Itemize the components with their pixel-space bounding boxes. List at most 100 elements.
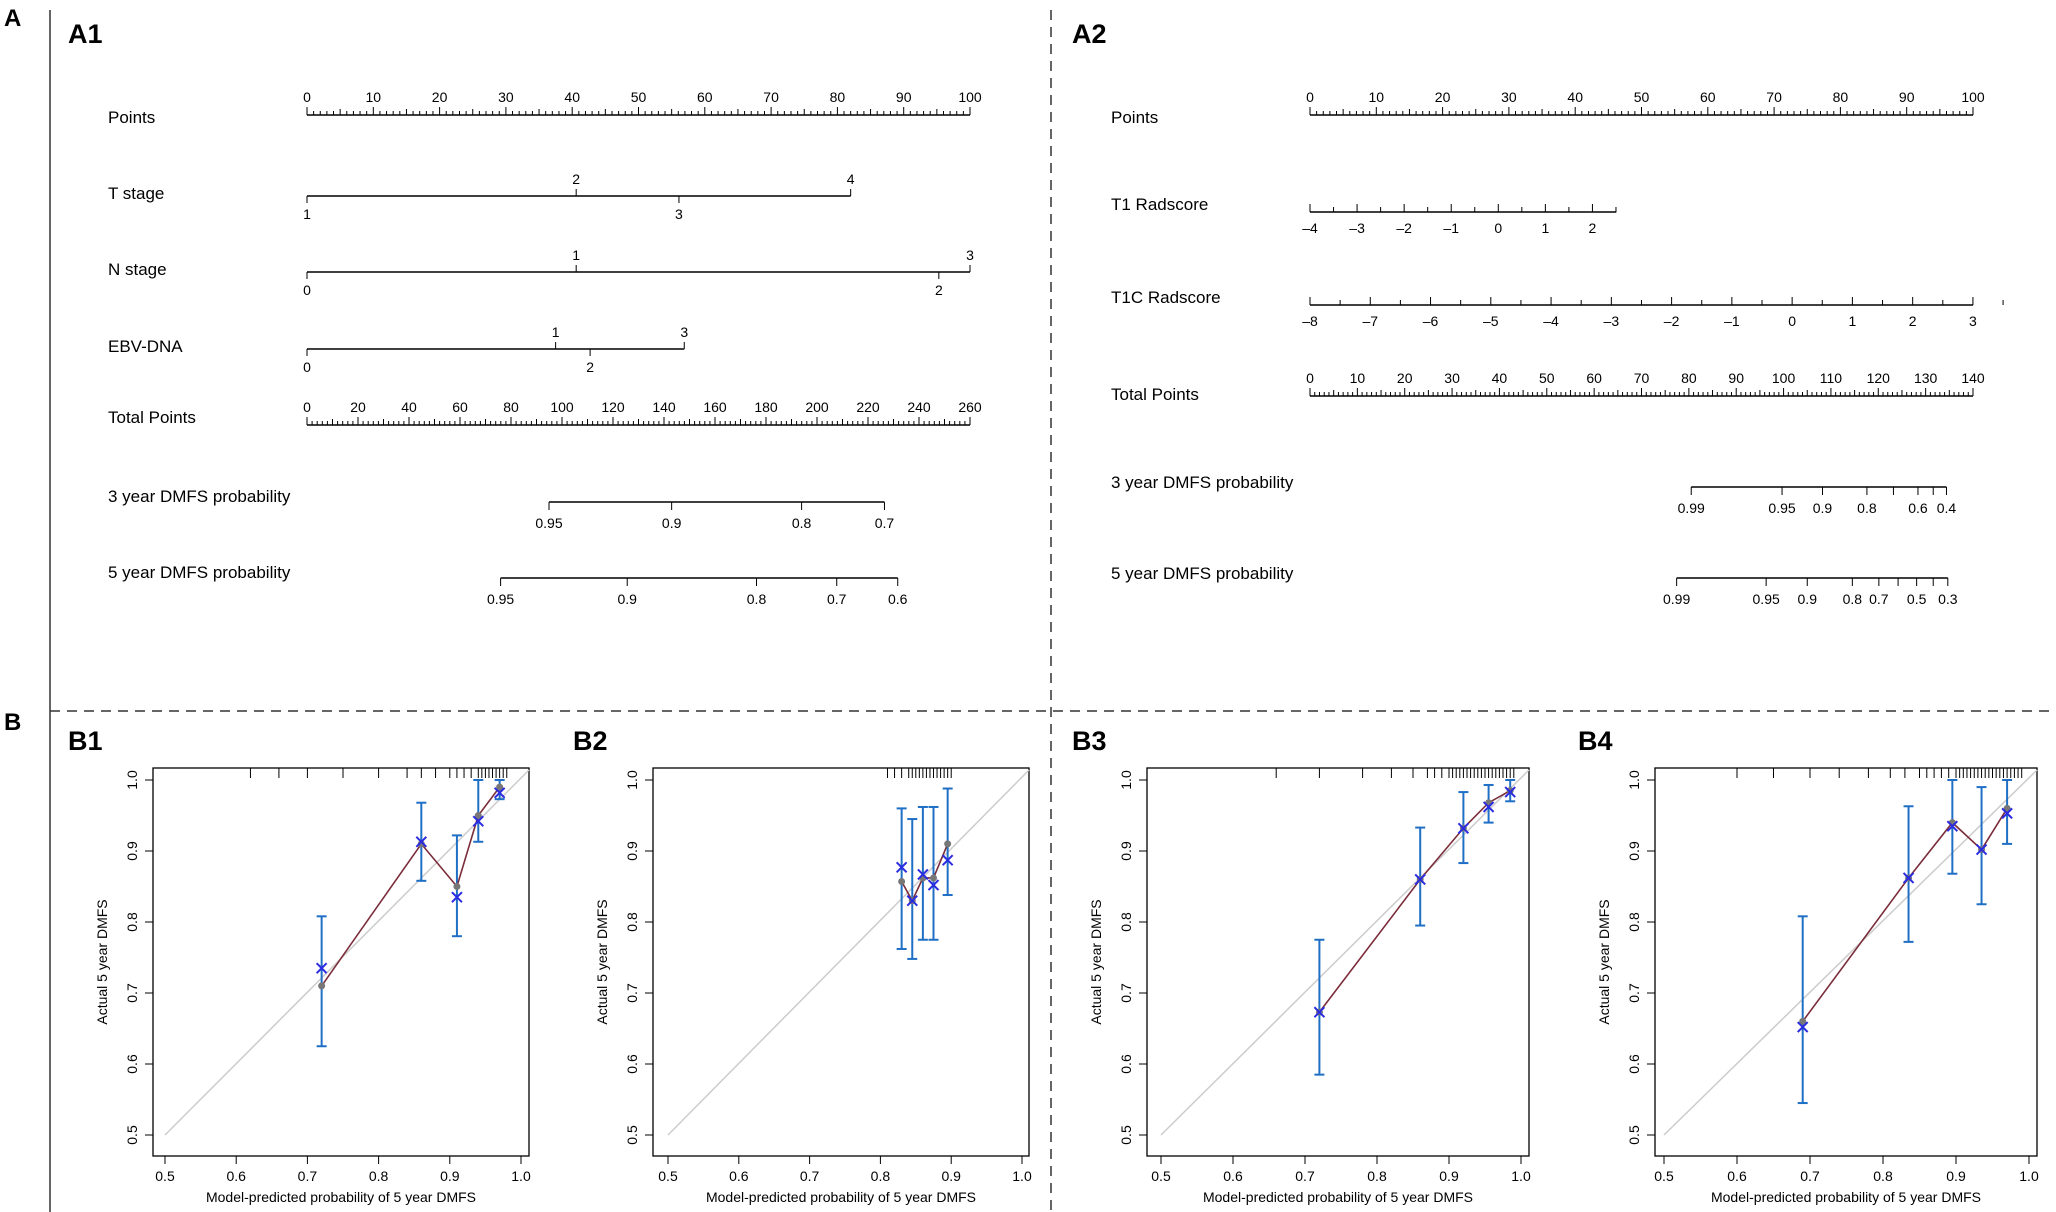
5-year-dmfs-probability-tick-label: 0.3 [1938,591,1958,607]
apparent-point-b4 [1799,1017,1807,1025]
corrected-point-b4 [1975,843,1988,856]
x-tick-label-b1: 1.0 [511,1168,531,1184]
n-stage-level-1: 1 [572,247,580,263]
total-points-tick-label: 240 [907,399,931,415]
5-year-dmfs-probability-tick-label: 0.7 [1869,591,1889,607]
total-points-tick-label: 60 [452,399,468,415]
corrected-point-b4 [1902,872,1915,884]
y-tick-label-b1: 1.0 [124,770,140,790]
x-tick-label-b4: 1.0 [2019,1168,2039,1184]
5-year-dmfs-probability-tick-label: 0.8 [747,591,767,607]
corrected-point-b3 [1414,873,1426,886]
panel-title-b2: B2 [573,726,608,756]
t-stage-level-1: 1 [303,206,311,222]
points-tick-label: 0 [1306,89,1314,105]
total-points-tick-label: 120 [1867,370,1891,386]
calibration-plot-b2: B2 0.5 0.6 0.7 0.8 0.9 1.0 0.5 0.6 0.7 0.8 0.9 1.0 Mo… [573,726,1032,1205]
3-year-dmfs-probability-tick-label: 0.95 [1768,500,1795,516]
y-tick-label-b4: 0.6 [1626,1054,1642,1074]
x-tick-label-b4: 0.9 [1946,1168,1966,1184]
x-axis-title-b4: Model-predicted probability of 5 year DM… [1711,1189,1981,1205]
plot-box-b2 [652,767,1030,1157]
n-stage-level-2: 2 [935,282,943,298]
apparent-point-b4 [2003,804,2011,812]
row-label-points: Points [1111,108,1158,127]
calibration-line-b4 [1802,807,2008,1022]
corrected-point-b2 [941,854,954,866]
corrected-point-b1 [472,815,484,827]
t1c-radscore-tick-label: 2 [1909,313,1917,329]
t1c-radscore-tick-label: –1 [1724,313,1740,329]
x-tick-label-b1: 0.6 [226,1168,246,1184]
x-axis-title-b1: Model-predicted probability of 5 year DM… [206,1189,476,1205]
y-tick-label-b1: 0.8 [124,912,140,932]
panel-label-a1: A1 [68,19,103,49]
total-points-tick-label: 60 [1586,370,1602,386]
total-points-tick-label: 30 [1444,370,1460,386]
3-year-dmfs-probability-tick-label: 0.6 [1908,500,1928,516]
row-label-5-year-dmfs-probability: 5 year DMFS probability [1111,564,1294,583]
t1c-radscore-tick-label: –6 [1423,313,1439,329]
total-points-tick-label: 80 [503,399,519,415]
t1-radscore-tick-label: –3 [1349,220,1365,236]
y-tick-label-b4: 0.5 [1626,1125,1642,1145]
y-tick-label-b2: 0.7 [624,983,640,1003]
y-tick-label-b2: 0.8 [624,912,640,932]
t1c-radscore-tick-label: –7 [1362,313,1378,329]
total-points-tick-label: 260 [958,399,982,415]
apparent-point-b1 [496,783,504,791]
3-year-dmfs-probability-tick-label: 0.4 [1937,500,1957,516]
t1c-radscore-tick-label: 0 [1788,313,1796,329]
x-tick-label-b2: 0.7 [800,1168,820,1184]
x-tick-label-b1: 0.8 [369,1168,389,1184]
x-tick-label-b3: 1.0 [1511,1168,1531,1184]
x-tick-label-b2: 0.8 [871,1168,891,1184]
3-year-dmfs-probability-tick-label: 0.9 [662,515,682,531]
y-axis-title-b3: Actual 5 year DMFS [1088,899,1104,1024]
t1-radscore-tick-label: 0 [1494,220,1502,236]
row-label-n-stage: N stage [108,260,167,279]
total-points-tick-label: 40 [401,399,417,415]
x-tick-label-b2: 0.5 [658,1168,678,1184]
points-tick-label: 80 [1833,89,1849,105]
n-stage-level-3: 3 [966,247,974,263]
total-points-tick-label: 220 [856,399,880,415]
total-points-tick-label: 130 [1914,370,1938,386]
points-tick-label: 10 [366,89,382,105]
5-year-dmfs-probability-tick-label: 0.6 [888,591,908,607]
t1-radscore-tick-label: 2 [1589,220,1597,236]
corrected-point-b3 [1482,801,1495,813]
5-year-dmfs-probability-tick-label: 0.9 [1798,591,1818,607]
t1c-radscore-tick-label: –3 [1604,313,1620,329]
points-tick-label: 70 [763,89,779,105]
t-stage-level-4: 4 [847,171,855,187]
ideal-diagonal-b2 [667,769,1030,1136]
corrected-point-b2 [927,879,940,891]
5-year-dmfs-probability-tick-label: 0.9 [617,591,637,607]
total-points-tick-label: 40 [1492,370,1508,386]
row-label-5-year-dmfs-probability: 5 year DMFS probability [108,563,291,582]
x-tick-label-b2: 1.0 [1012,1168,1032,1184]
points-tick-label: 100 [1961,89,1985,105]
total-points-tick-label: 0 [1306,370,1314,386]
points-tick-label: 90 [896,89,912,105]
total-points-tick-label: 100 [550,399,574,415]
row-label-ebv-dna: EBV-DNA [108,337,183,356]
y-tick-label-b3: 0.5 [1118,1125,1134,1145]
y-tick-label-b3: 1.0 [1118,770,1134,790]
ebv-dna-level-2: 2 [586,359,594,375]
y-tick-label-b4: 0.7 [1626,983,1642,1003]
y-tick-label-b2: 0.9 [624,841,640,861]
plot-box-b4 [1654,767,2038,1157]
y-axis-title-b4: Actual 5 year DMFS [1596,899,1612,1024]
points-tick-label: 40 [1567,89,1583,105]
y-tick-label-b4: 1.0 [1626,770,1642,790]
points-tick-label: 60 [1700,89,1716,105]
plot-box-b1 [152,767,530,1157]
ebv-dna-level-0: 0 [303,359,311,375]
t1-radscore-tick-label: –4 [1302,220,1318,236]
3-year-dmfs-probability-tick-label: 0.8 [1857,500,1877,516]
x-tick-label-b3: 0.5 [1151,1168,1171,1184]
